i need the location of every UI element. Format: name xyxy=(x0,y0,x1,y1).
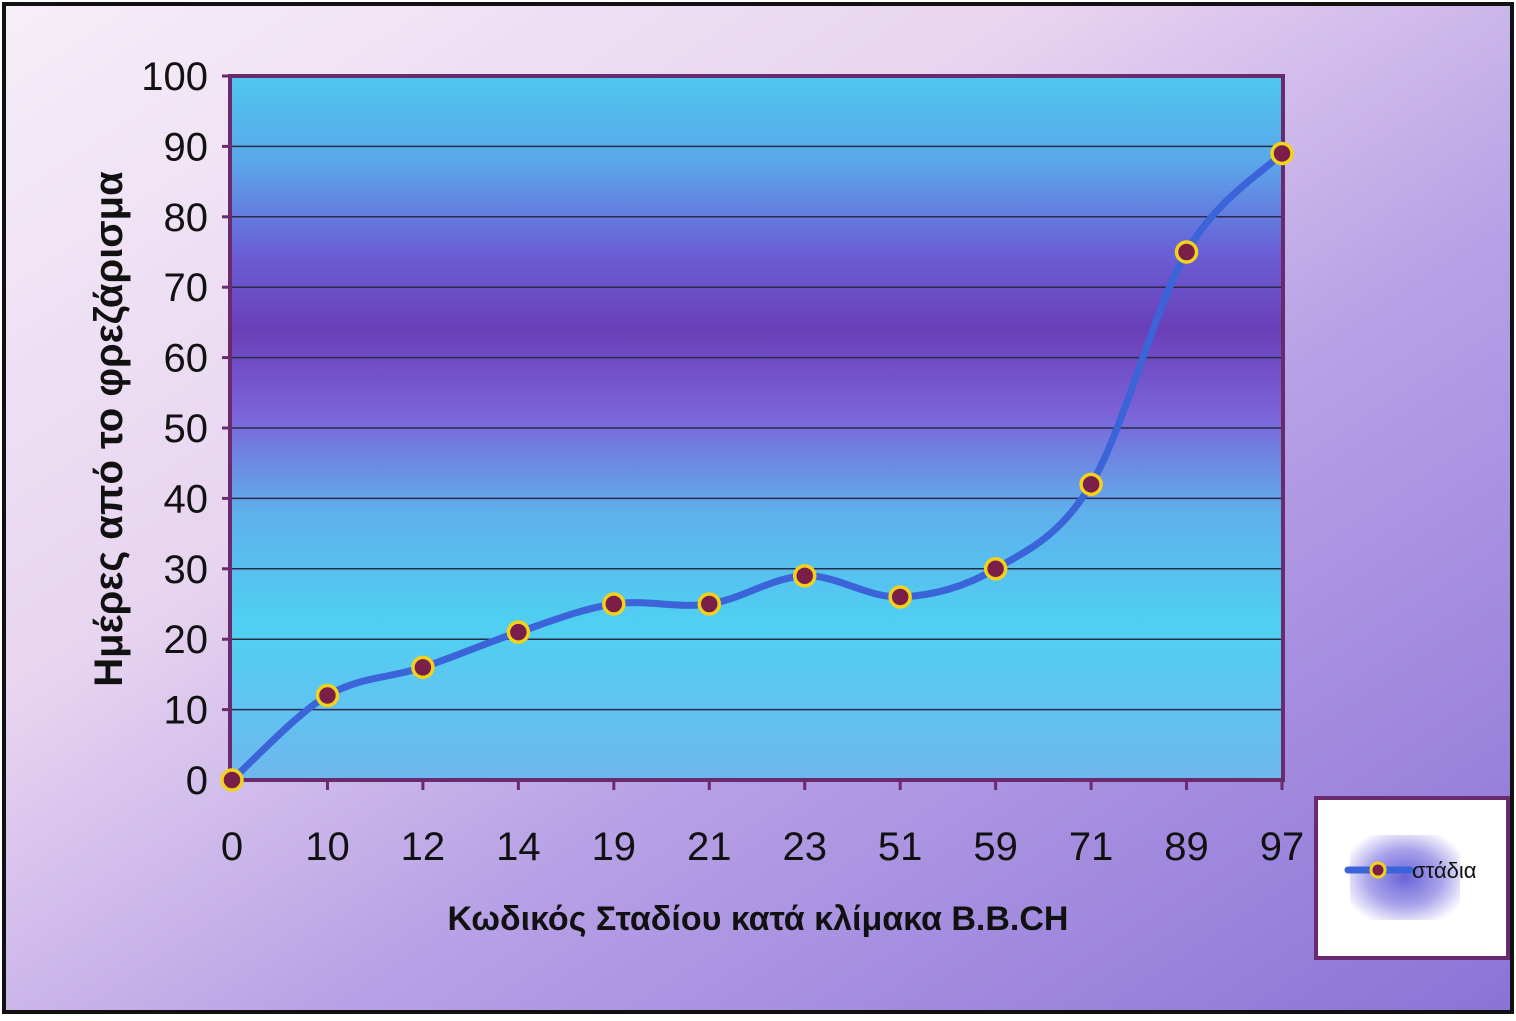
x-tick-label: 10 xyxy=(305,825,350,869)
y-tick-label: 100 xyxy=(141,55,208,99)
data-point xyxy=(315,683,340,708)
y-axis-title: Ημέρες από το φρεζάρισμα xyxy=(87,171,131,687)
data-point xyxy=(506,620,531,644)
x-axis-title: Κωδικός Σταδίου κατά κλίμακα B.B.CH xyxy=(448,900,1069,938)
x-tick-label: 23 xyxy=(782,825,827,869)
y-tick-label: 10 xyxy=(164,689,209,733)
gridlines xyxy=(222,74,1283,782)
data-point xyxy=(697,592,722,616)
legend-box xyxy=(1314,796,1510,960)
legend-marker-swatch xyxy=(1369,861,1387,879)
x-axis-tick-labels: 0 10 12 14 19 21 23 51 59 71 89 97 xyxy=(221,825,1304,869)
y-tick-label: 40 xyxy=(164,477,209,521)
data-point xyxy=(1270,141,1294,166)
x-tick-label: 97 xyxy=(1260,825,1305,869)
data-point xyxy=(602,592,626,616)
x-tick-label: 21 xyxy=(687,825,732,869)
plot-border xyxy=(228,74,1285,782)
data-point xyxy=(983,557,1008,581)
y-tick-label: 90 xyxy=(164,125,209,169)
x-tick-label: 71 xyxy=(1069,825,1114,869)
x-tick-label: 19 xyxy=(592,825,637,869)
legend-shading xyxy=(1350,835,1460,920)
y-tick-label: 20 xyxy=(164,618,209,662)
data-point xyxy=(220,768,244,792)
x-tick-label: 51 xyxy=(878,825,923,869)
legend-label: στάδια xyxy=(1412,858,1477,883)
data-point xyxy=(792,564,817,588)
y-tick-label: 80 xyxy=(164,196,209,240)
x-tick-label: 89 xyxy=(1164,825,1209,869)
data-point xyxy=(888,585,912,609)
y-tick-label: 0 xyxy=(186,759,208,803)
x-tick-label: 0 xyxy=(221,825,243,869)
plot-area xyxy=(220,74,1294,792)
y-tick-label: 50 xyxy=(164,407,209,451)
legend: στάδια xyxy=(1314,796,1510,960)
data-point xyxy=(1174,240,1199,264)
series-layer xyxy=(220,141,1294,792)
y-tick-label: 30 xyxy=(164,548,209,592)
y-axis-tick-labels: 0 10 20 30 40 50 60 70 80 90 100 xyxy=(141,55,208,803)
y-tick-label: 70 xyxy=(164,266,209,310)
x-tick-label: 59 xyxy=(973,825,1018,869)
x-tick-label: 12 xyxy=(401,825,446,869)
y-tick-label: 60 xyxy=(164,337,209,381)
data-point xyxy=(411,655,435,680)
data-point xyxy=(1079,472,1103,497)
x-tick-label: 14 xyxy=(496,825,541,869)
